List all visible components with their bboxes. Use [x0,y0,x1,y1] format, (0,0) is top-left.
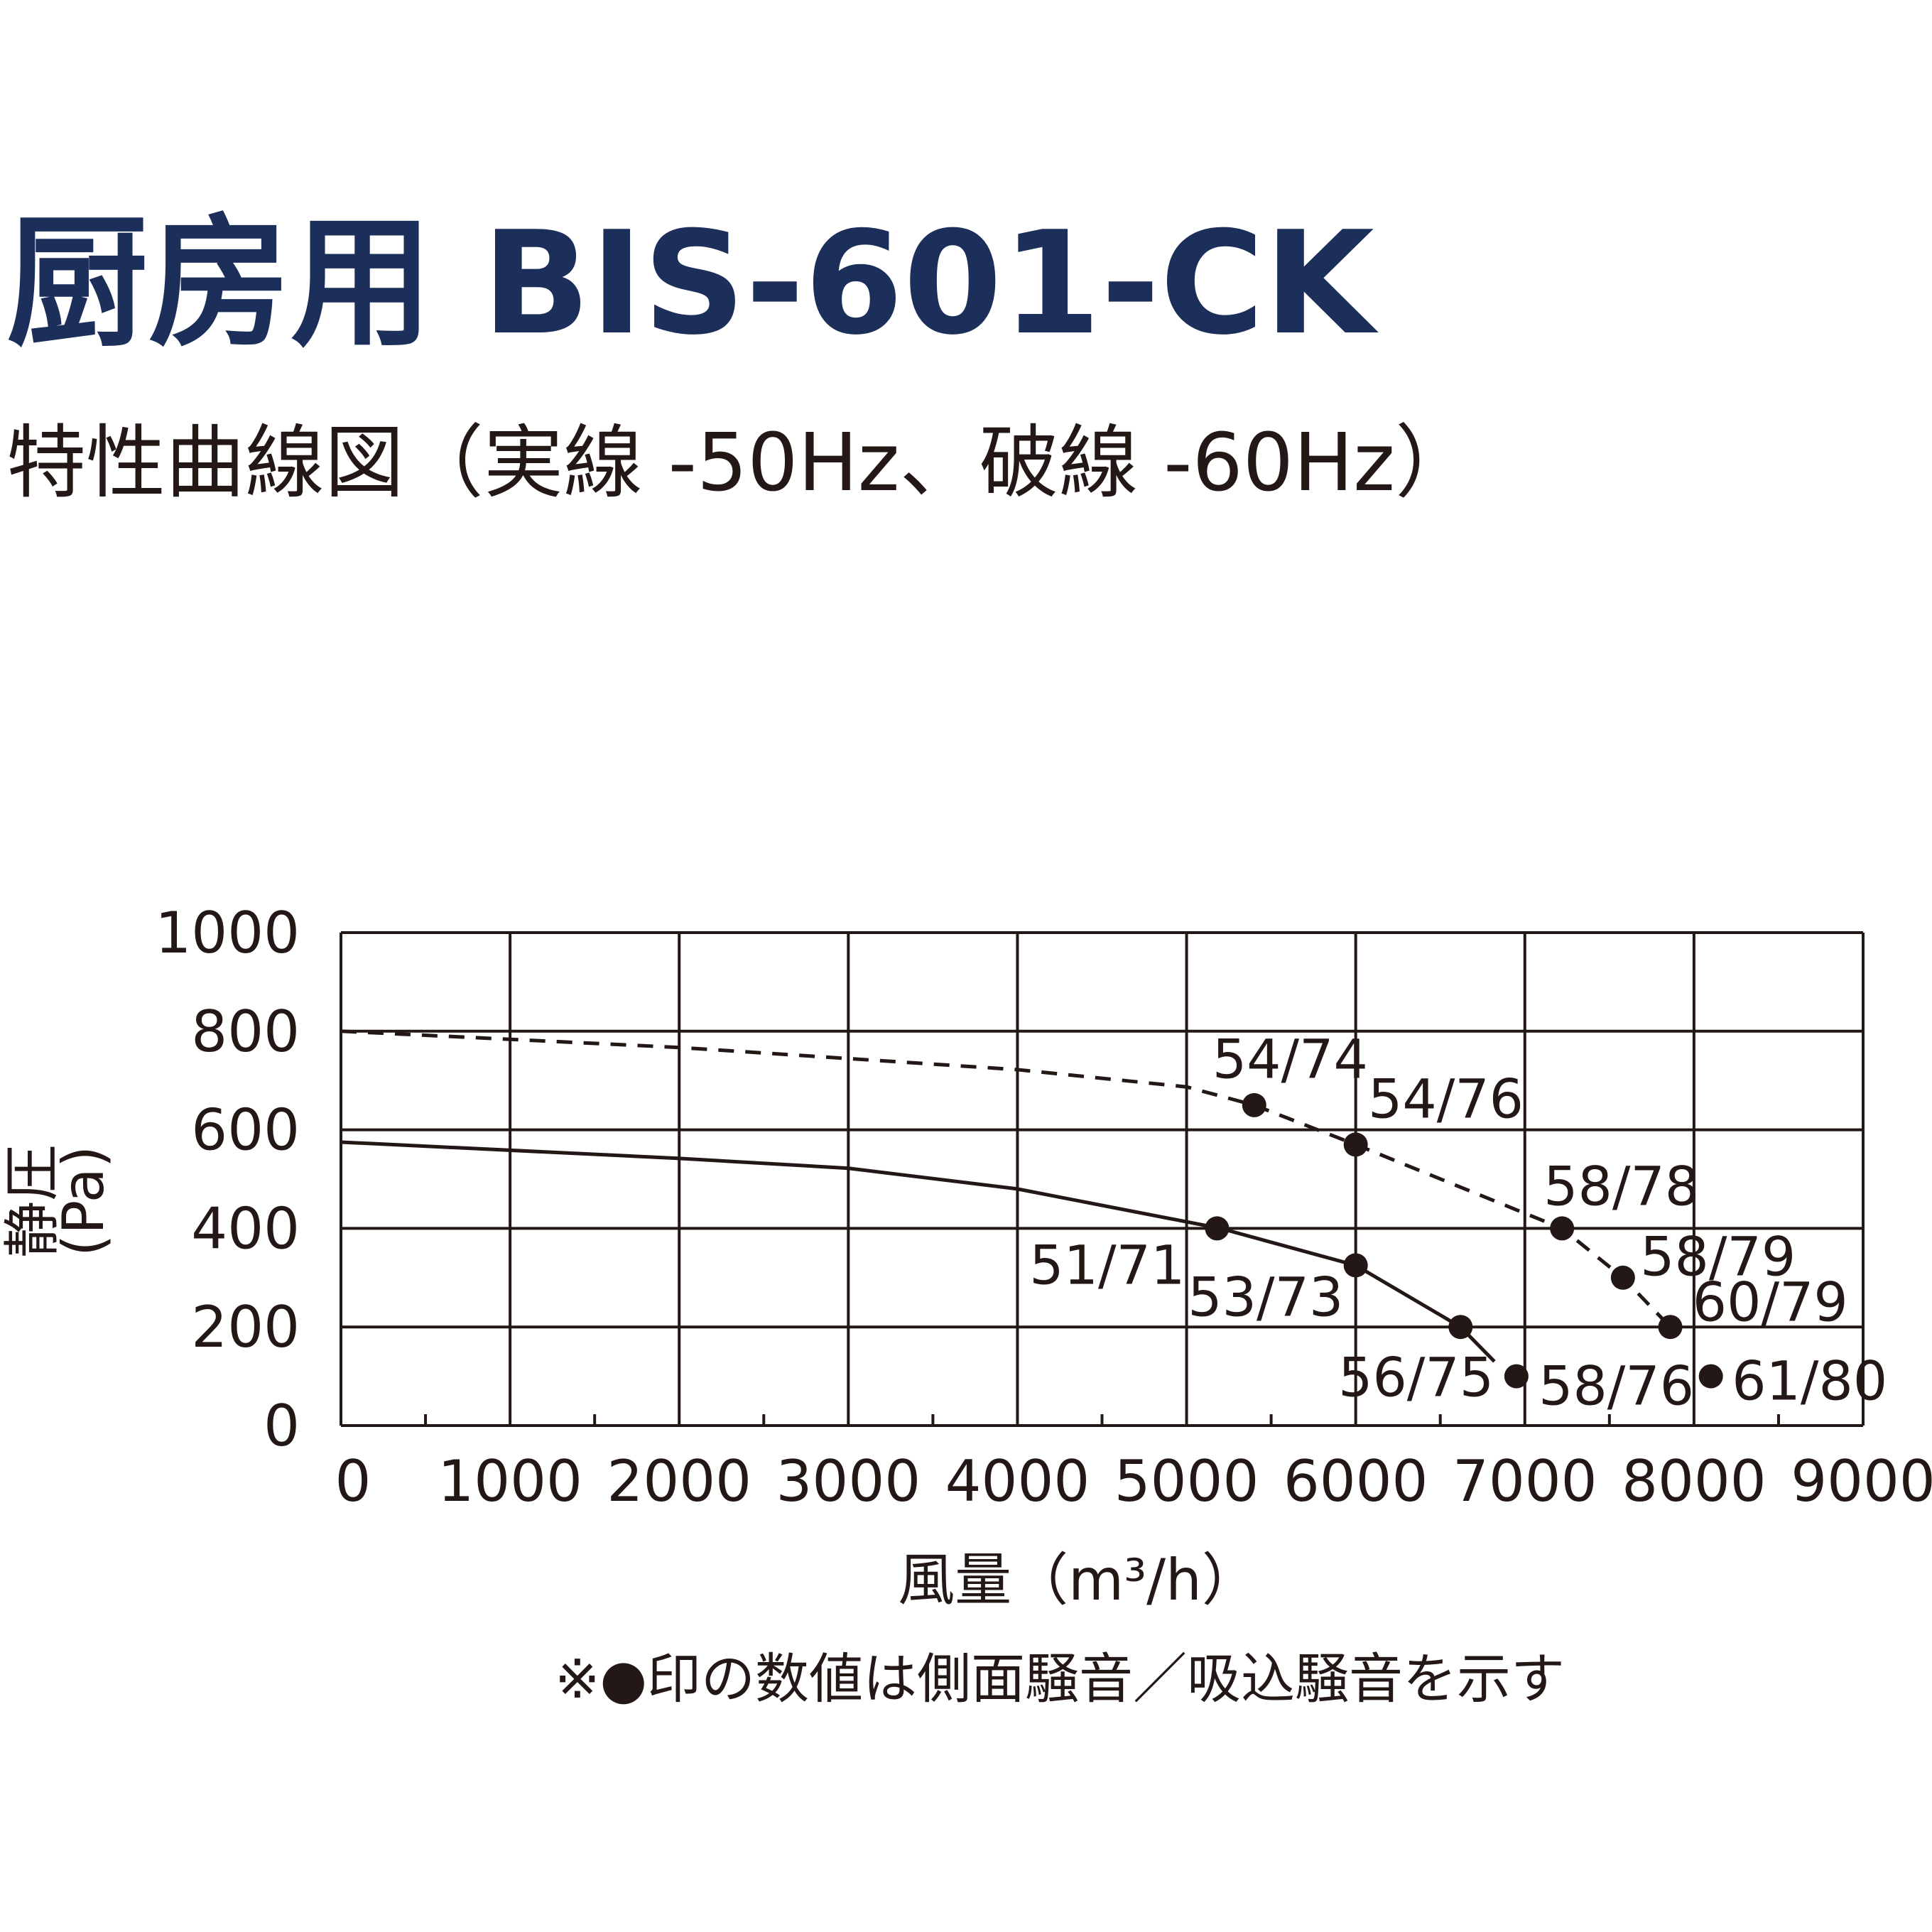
y-axis-label-line: 静圧 [0,1144,65,1258]
y-tick-label: 0 [264,1393,300,1459]
x-tick-label: 3000 [776,1448,921,1514]
point-label: 56/75 [1338,1345,1494,1409]
y-axis-label-line: (Pa) [50,1146,116,1257]
x-tick-label: 4000 [945,1448,1090,1514]
x-tick-label: 7000 [1453,1448,1597,1514]
y-axis-label: 静圧 (Pa) [0,1144,116,1258]
point-label: 51/71 [1029,1233,1185,1296]
point-label: 60/79 [1693,1271,1848,1334]
point [1242,1092,1266,1117]
x-tick-label: 8000 [1622,1448,1767,1514]
x-tick-label: 9000 [1791,1448,1932,1514]
x-tick-label: 1000 [438,1448,582,1514]
point-label: 53/73 [1188,1266,1343,1329]
x-tick-label: 0 [335,1448,371,1514]
x-tick-label: 2000 [607,1448,751,1514]
point [1610,1265,1635,1290]
y-tick-label: 800 [191,999,300,1065]
point-label: 54/74 [1212,1028,1368,1091]
chart-subtitle: 特性曲線図（実線 -50Hz、破線 -60Hz） [6,417,1475,509]
y-tick-label: 400 [191,1195,300,1261]
point-label: 61/80 [1732,1350,1887,1413]
point-label: 58/78 [1543,1154,1699,1217]
x-tick-label: 5000 [1114,1448,1259,1514]
y-tick-label: 600 [191,1097,300,1163]
point-label: 54/76 [1368,1067,1524,1130]
note: ※●印の数値は側面騒音／吸込騒音を示す [555,1647,1565,1710]
point [1205,1216,1230,1241]
point-label: 58/76 [1538,1354,1694,1417]
x-tick-label: 6000 [1284,1448,1428,1514]
point [1550,1216,1575,1241]
point [1343,1132,1368,1157]
point [1658,1315,1683,1340]
chart-title: 厨房用 BIS-601-CK [6,201,1379,367]
point [1448,1315,1473,1340]
series-line [340,1140,1496,1363]
y-tick-label: 200 [191,1294,300,1360]
y-tick-label: 1000 [155,900,300,966]
x-axis-label: 風量（m³/h） [898,1547,1259,1613]
point-label: 58/79 [1640,1225,1796,1288]
point [1698,1364,1723,1389]
point [1504,1364,1529,1389]
point [1343,1253,1368,1278]
